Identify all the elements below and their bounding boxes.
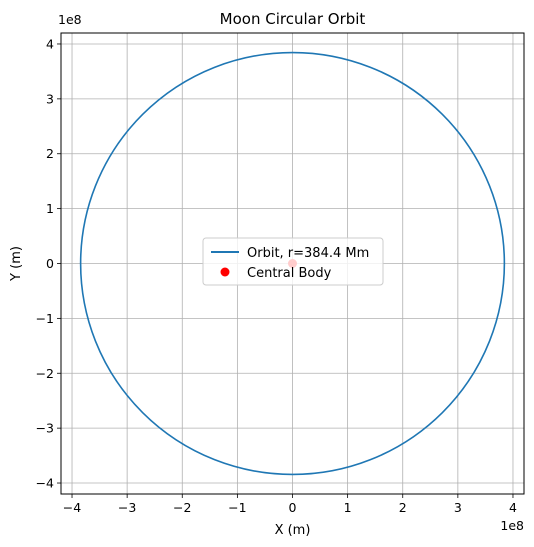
x-tick-label: 3 <box>454 500 462 515</box>
x-tick-label: −3 <box>118 500 136 515</box>
legend-central-body-swatch <box>220 267 230 277</box>
y-axis-offset-text: 1e8 <box>58 12 82 27</box>
legend: Orbit, r=384.4 Mm Central Body <box>202 237 384 286</box>
x-tick-label: 2 <box>399 500 407 515</box>
x-tick-label: 1 <box>344 500 352 515</box>
y-tick-label: 2 <box>46 146 54 161</box>
legend-box <box>202 237 384 286</box>
legend-orbit-label: Orbit, r=384.4 Mm <box>247 246 369 261</box>
x-tick-label: 0 <box>289 500 297 515</box>
y-tick-label: −2 <box>36 366 54 381</box>
ticks: −4 −3 −2 −1 0 1 2 3 4 −4 −3 −2 −1 0 1 2 3 4 <box>36 36 517 515</box>
y-tick-label: −4 <box>36 476 54 491</box>
legend-central-body-label: Central Body <box>247 266 332 281</box>
y-axis-label: Y (m) <box>9 246 24 282</box>
x-tick-label: −2 <box>173 500 191 515</box>
y-tick-label: 1 <box>46 201 54 216</box>
x-tick-label: −1 <box>228 500 246 515</box>
y-tick-label: 4 <box>46 36 54 51</box>
x-tick-label: −4 <box>63 500 81 515</box>
x-tick-label: 4 <box>509 500 517 515</box>
y-tick-label: 3 <box>46 91 54 106</box>
y-tick-label: 0 <box>46 256 54 271</box>
x-axis-label: X (m) <box>275 523 311 538</box>
chart-title: Moon Circular Orbit <box>220 10 366 28</box>
orbit-line <box>79 51 506 476</box>
y-tick-label: −3 <box>36 421 54 436</box>
x-axis-offset-text: 1e8 <box>500 518 524 533</box>
y-tick-label: −1 <box>36 311 54 326</box>
